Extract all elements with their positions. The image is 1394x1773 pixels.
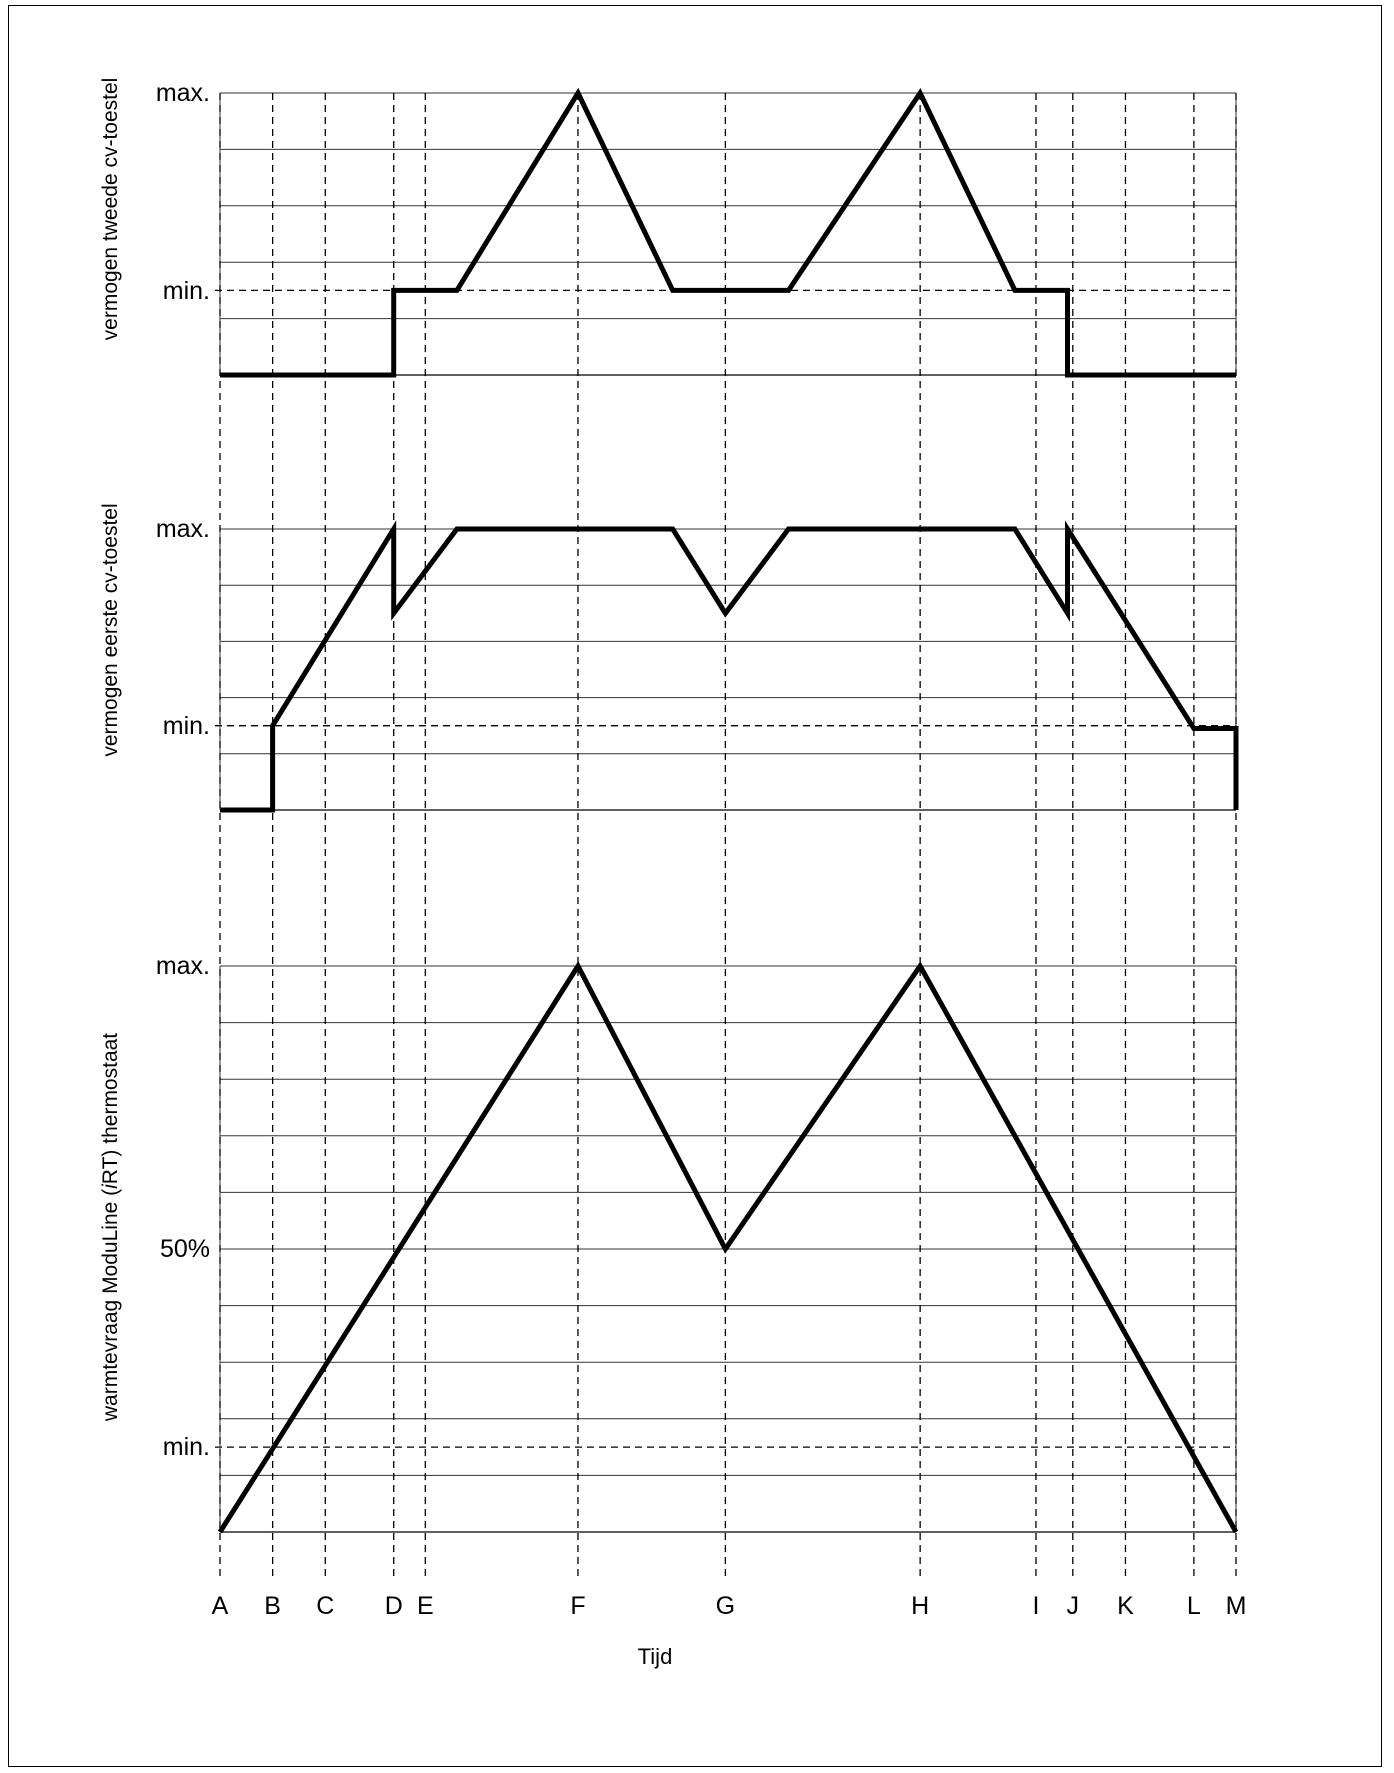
y-tick-label-bottom-max: max. bbox=[156, 952, 210, 980]
x-tick-label-I: I bbox=[1032, 1592, 1039, 1620]
y-axis-label-top: vermogen tweede cv-toestel bbox=[99, 78, 122, 341]
x-tick-label-H: H bbox=[911, 1592, 929, 1620]
y-tick-label-bottom-mid: 50% bbox=[160, 1235, 210, 1263]
series-line-top bbox=[220, 87, 1236, 378]
y-tick-label-top-max: max. bbox=[156, 79, 210, 107]
label-layer: vermogen tweede cv-toestel vermogen eers… bbox=[99, 78, 1246, 1669]
series-layer bbox=[217, 87, 1239, 1534]
y-tick-label-mid-min: min. bbox=[163, 712, 210, 740]
series-line-bottom bbox=[217, 960, 1239, 1534]
x-tick-label-K: K bbox=[1117, 1592, 1134, 1620]
x-marker-lines bbox=[219, 93, 1237, 1580]
figure-frame bbox=[8, 5, 1382, 1767]
y-axis-label-middle: vermogen eerste cv-toestel bbox=[99, 503, 122, 756]
series-line-mid bbox=[220, 520, 1239, 813]
grid-layer bbox=[215, 92, 1237, 1533]
y-tick-label-bottom-min: min. bbox=[163, 1433, 210, 1461]
x-tick-label-A: A bbox=[212, 1592, 229, 1620]
x-tick-label-C: C bbox=[316, 1592, 334, 1620]
y-axis-label-bottom: warmtevraag ModuLine (iRT) thermostaat bbox=[99, 1033, 122, 1422]
x-tick-label-G: G bbox=[716, 1592, 735, 1620]
x-tick-label-J: J bbox=[1067, 1592, 1080, 1620]
x-tick-label-L: L bbox=[1187, 1592, 1201, 1620]
y-tick-label-top-min: min. bbox=[163, 277, 210, 305]
x-tick-label-B: B bbox=[264, 1592, 281, 1620]
x-tick-label-D: D bbox=[385, 1592, 403, 1620]
x-tick-label-F: F bbox=[570, 1592, 585, 1620]
y-tick-label-mid-max: max. bbox=[156, 515, 210, 543]
x-tick-label-E: E bbox=[417, 1592, 434, 1620]
x-tick-label-M: M bbox=[1226, 1592, 1247, 1620]
x-axis-label: Tijd bbox=[638, 1644, 673, 1669]
